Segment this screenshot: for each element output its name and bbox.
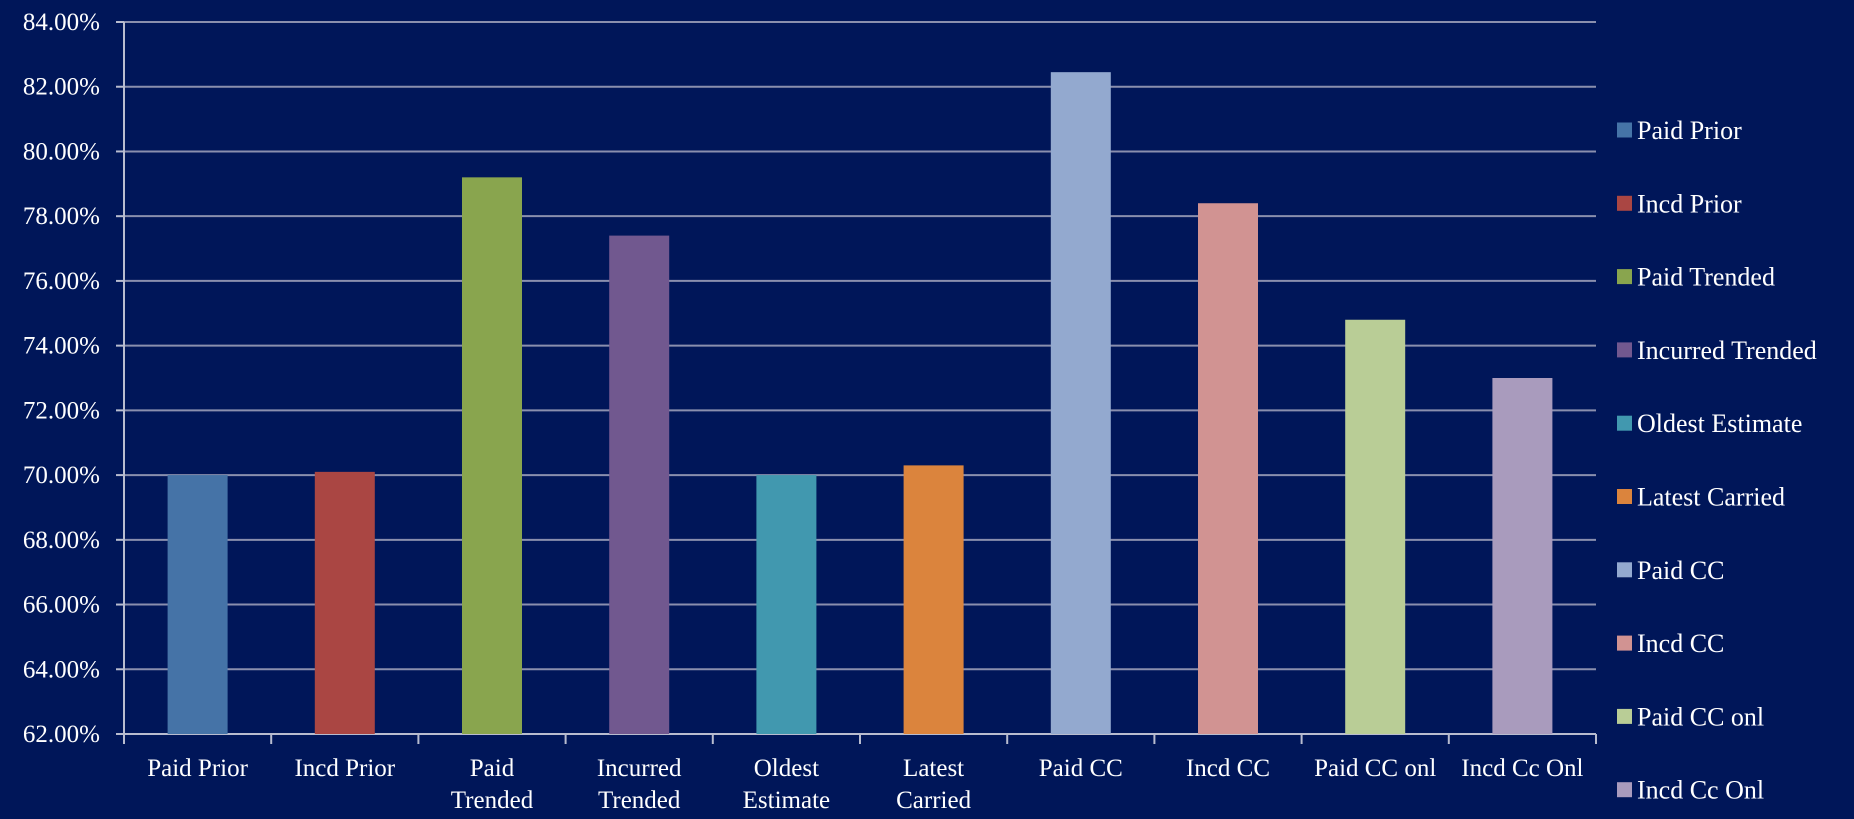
legend-label: Incd CC (1637, 629, 1724, 658)
x-tick-label: Incd Cc Onl (1461, 755, 1583, 782)
legend-swatch (1617, 782, 1632, 798)
y-tick-label: 78.00% (23, 203, 100, 230)
legend-label: Oldest Estimate (1637, 409, 1802, 438)
bar (314, 471, 375, 734)
legend-swatch (1617, 415, 1632, 431)
x-tick-label: Incd Prior (294, 755, 395, 782)
bar (1198, 203, 1258, 735)
x-tick-label: Paid Trended (451, 755, 534, 814)
bar (167, 475, 228, 734)
y-tick-label: 70.00% (23, 462, 100, 489)
bar (462, 177, 522, 734)
legend-label: Paid Prior (1637, 116, 1742, 145)
legend-label: Incd Cc Onl (1637, 776, 1764, 805)
legend-swatch (1617, 562, 1632, 578)
legend-swatch (1617, 635, 1632, 651)
legend-label: Incd Prior (1637, 189, 1742, 218)
x-tick-label: Oldest Estimate (743, 755, 830, 814)
legend-swatch (1617, 708, 1632, 724)
bar (1050, 72, 1111, 734)
bar (609, 235, 670, 734)
x-tick-label: Paid CC onl (1314, 755, 1436, 782)
legend-label: Latest Carried (1637, 483, 1785, 512)
y-tick-label: 80.00% (23, 138, 100, 165)
bar (1492, 378, 1553, 734)
legend-swatch (1617, 269, 1632, 285)
legend-swatch (1617, 489, 1632, 504)
y-tick-label: 82.00% (23, 74, 100, 101)
legend-label: Paid Trended (1637, 263, 1775, 292)
legend-label: Paid CC (1637, 556, 1724, 585)
legend-label: Incurred Trended (1637, 336, 1817, 365)
x-tick-label: Paid CC (1039, 755, 1123, 782)
x-tick-label: Incurred Trended (597, 755, 682, 814)
y-tick-label: 84.00% (23, 9, 100, 36)
x-tick-label: Paid Prior (147, 755, 248, 782)
y-tick-label: 76.00% (23, 268, 100, 295)
bar (756, 475, 817, 734)
bar (903, 465, 964, 734)
y-tick-label: 72.00% (23, 397, 100, 424)
legend-label: Paid CC onl (1637, 702, 1764, 731)
bar (1345, 319, 1406, 734)
legend-swatch (1617, 122, 1632, 138)
y-tick-label: 64.00% (23, 656, 100, 683)
y-tick-label: 74.00% (23, 333, 100, 360)
x-tick-label: Incd CC (1186, 755, 1270, 782)
x-tick-label: Latest Carried (896, 755, 971, 814)
legend-swatch (1617, 342, 1632, 358)
legend-swatch (1617, 195, 1632, 211)
y-tick-label: 62.00% (23, 721, 100, 748)
y-tick-label: 66.00% (23, 592, 100, 619)
y-tick-label: 68.00% (23, 527, 100, 554)
